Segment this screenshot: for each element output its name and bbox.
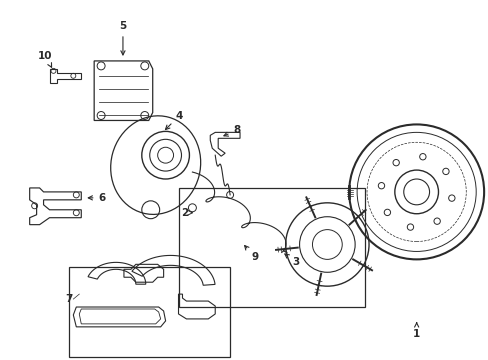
Text: 10: 10 <box>38 51 53 67</box>
Text: 2: 2 <box>181 208 188 218</box>
Bar <box>178 188 365 307</box>
Text: 6: 6 <box>88 193 105 203</box>
Text: 9: 9 <box>244 246 258 262</box>
Text: 4: 4 <box>165 111 183 130</box>
Text: 3: 3 <box>285 254 299 267</box>
Text: 7: 7 <box>65 294 73 304</box>
Text: 8: 8 <box>224 125 240 136</box>
Bar <box>69 267 230 357</box>
Text: 5: 5 <box>119 21 126 55</box>
Text: 1: 1 <box>412 323 419 339</box>
